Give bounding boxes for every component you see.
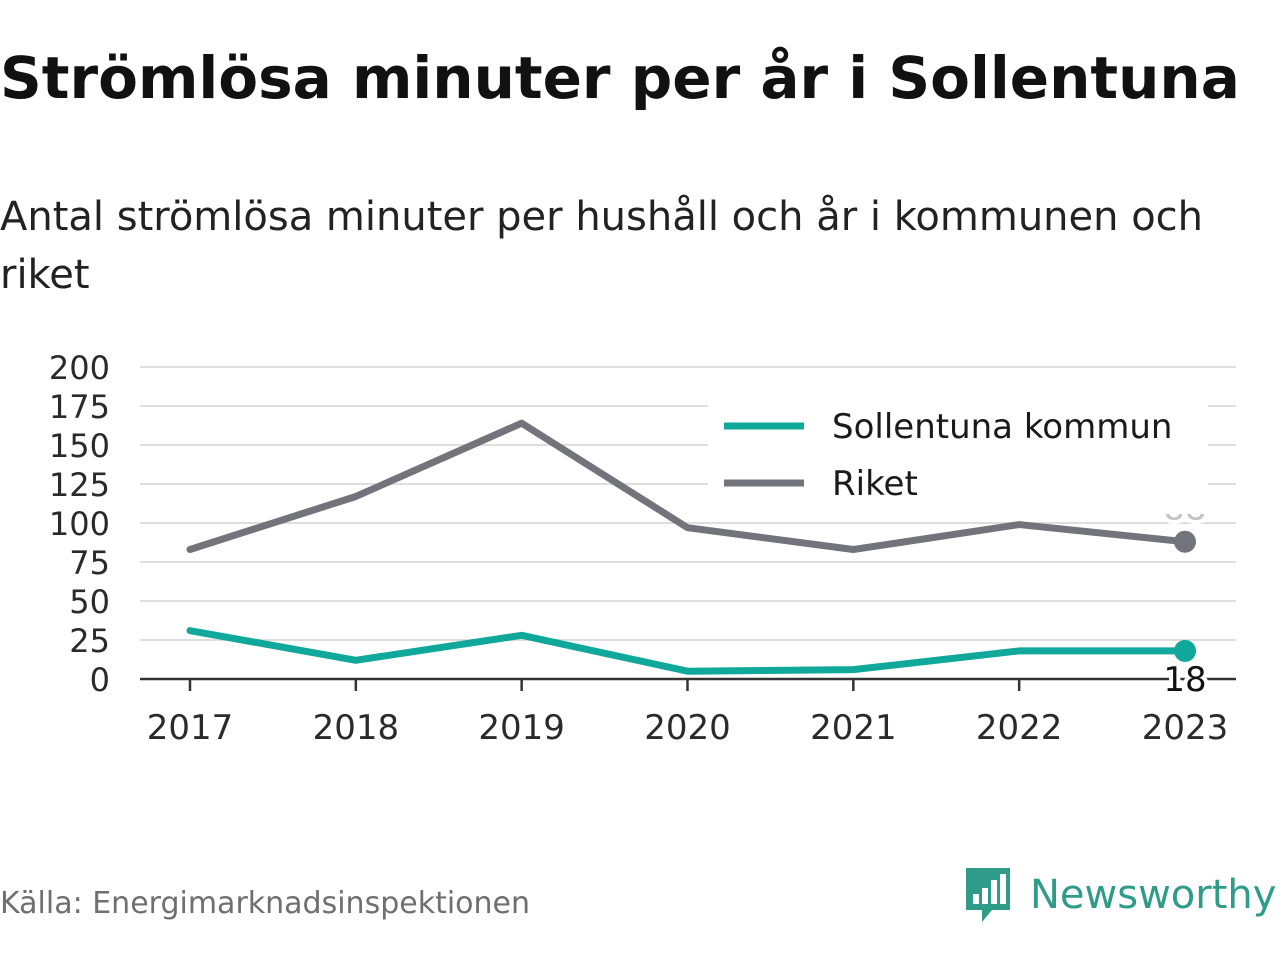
y-tick-label: 150: [49, 427, 110, 465]
y-tick-label: 200: [49, 349, 110, 387]
legend-background: [708, 402, 1208, 514]
y-tick-label: 175: [49, 388, 110, 426]
series-line-riket: [186, 419, 1189, 554]
x-tick-label: 2021: [810, 708, 897, 748]
brand: Newsworthy: [962, 862, 1276, 928]
legend-label: Sollentuna kommun: [832, 407, 1172, 447]
x-tick-label: 2023: [1142, 708, 1229, 748]
newsworthy-logo-icon: [966, 868, 1010, 922]
legend-label: Riket: [832, 464, 918, 504]
end-point: [1174, 639, 1196, 662]
end-label: 18: [1163, 660, 1206, 700]
y-tick-label: 50: [69, 583, 110, 621]
source-note: Källa: Energimarknadsinspektionen: [0, 886, 531, 921]
y-tick-label: 25: [69, 622, 110, 660]
chart-subtitle: Antal strömlösa minuter per hushåll och …: [0, 194, 1204, 298]
y-tick-label: 75: [69, 544, 110, 582]
chart-title: Strömlösa minuter per år i Sollentuna: [0, 44, 1240, 112]
y-tick-label: 125: [49, 466, 110, 504]
legend: Sollentuna kommun Riket: [708, 402, 1208, 514]
x-tick-label: 2019: [478, 708, 565, 748]
x-tick-label: 2022: [976, 708, 1063, 748]
x-axis: 2017 2018 2019 2020 2021 2022 2023: [140, 677, 1236, 748]
end-labels: 1888: [1159, 485, 1210, 704]
end-point: [1174, 530, 1196, 553]
series-lines: [186, 419, 1196, 675]
series-line-sollentuna-kommun: [186, 627, 1189, 675]
x-tick-label: 2018: [313, 708, 400, 748]
brand-name: Newsworthy: [1030, 872, 1277, 918]
y-tick-label: 100: [49, 505, 110, 543]
x-tick-label: 2020: [644, 708, 731, 748]
grid-lines: [140, 366, 1236, 641]
x-tick-label: 2017: [147, 708, 234, 748]
y-tick-label: 0: [90, 661, 110, 699]
